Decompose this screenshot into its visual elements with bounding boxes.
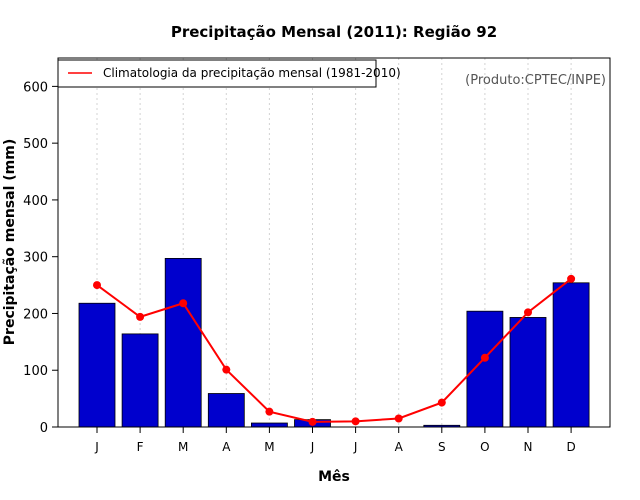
x-tick-label: S: [438, 440, 446, 454]
climatology-point: [524, 308, 532, 317]
x-axis-label: Mês: [318, 469, 350, 485]
y-tick-label: 500: [23, 137, 48, 152]
climatology-point: [265, 407, 274, 416]
x-tick-label: F: [137, 440, 144, 454]
climatology-polyline: [96, 278, 572, 423]
bar: [552, 282, 590, 428]
y-axis-label: Precipitação mensal (mm): [2, 139, 18, 345]
x-tick-label: O: [480, 440, 489, 454]
climatology-point: [222, 365, 231, 374]
legend: Climatologia da precipitação mensal (198…: [57, 59, 401, 88]
y-tick-label: 0: [40, 421, 48, 436]
y-tick-label: 200: [23, 307, 48, 322]
bar: [121, 333, 159, 428]
bar: [509, 317, 547, 428]
climatology-point: [437, 398, 446, 407]
x-tick-label: J: [94, 440, 99, 454]
plot-frame: [57, 57, 611, 428]
climatology-point: [567, 274, 576, 283]
climatology-point: [179, 299, 188, 308]
source-annotation: (Produto:CPTEC/INPE): [465, 73, 606, 88]
x-tick-label: J: [310, 440, 315, 454]
chart-title: Precipitação Mensal (2011): Região 92: [171, 23, 497, 41]
legend-label-climatology: Climatologia da precipitação mensal (198…: [103, 66, 401, 80]
climatology-point: [480, 353, 489, 362]
climatology-point: [136, 312, 145, 321]
bars: [78, 257, 590, 428]
bar: [466, 310, 504, 428]
climatology-point: [93, 281, 101, 290]
y-tick-label: 300: [23, 251, 48, 266]
bar: [207, 393, 245, 428]
bar: [164, 257, 202, 428]
climatology-point: [394, 414, 403, 423]
legend-box: [57, 59, 377, 88]
x-tick-label: M: [264, 440, 274, 454]
y-tick-label: 100: [23, 364, 48, 379]
climatology-line: [93, 274, 576, 426]
x-tick-label: A: [395, 440, 404, 454]
x-tick-label: M: [178, 440, 188, 454]
y-tick-label: 400: [23, 194, 48, 209]
x-tick-label: N: [524, 440, 533, 454]
x-tick-label: A: [222, 440, 231, 454]
climatology-point: [308, 417, 317, 426]
y-axis: 0 100 200 300 400 500 600: [23, 80, 58, 436]
bar: [250, 422, 288, 428]
grid: [96, 58, 572, 427]
x-tick-label: J: [353, 440, 358, 454]
climatology-point: [351, 417, 360, 426]
x-tick-label: D: [566, 440, 575, 454]
y-tick-label: 600: [23, 80, 48, 95]
bar: [78, 302, 116, 428]
